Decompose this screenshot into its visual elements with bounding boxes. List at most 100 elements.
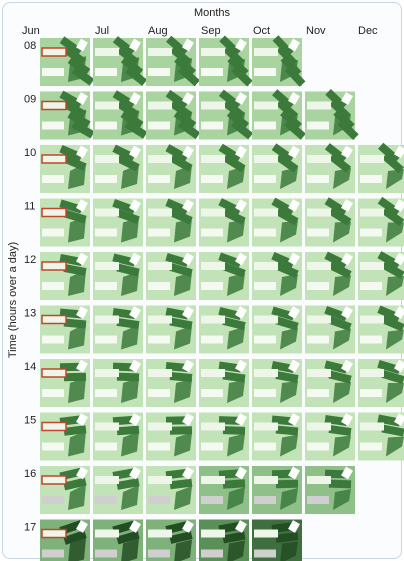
building: [201, 476, 225, 484]
thumbnail: [199, 359, 249, 407]
thumbnail: [93, 36, 147, 86]
building: [42, 316, 66, 324]
hour-label: 13: [24, 307, 36, 319]
building: [307, 389, 329, 397]
month-label: Sep: [201, 25, 221, 37]
building: [95, 102, 119, 110]
building: [95, 369, 119, 377]
building: [307, 122, 329, 130]
building: [254, 443, 276, 451]
building: [42, 369, 66, 377]
thumbnail: [40, 199, 90, 247]
month-label: Dec: [358, 25, 378, 37]
building: [254, 282, 276, 290]
building: [148, 369, 172, 377]
thumbnail: [40, 466, 90, 514]
building: [42, 102, 66, 110]
building: [254, 229, 276, 237]
thumbnail: [199, 90, 253, 140]
hour-label: 11: [24, 200, 35, 212]
thumbnail: [199, 306, 249, 354]
building: [254, 122, 276, 130]
building: [42, 48, 66, 56]
building: [201, 336, 223, 344]
thumbnail: [93, 199, 143, 247]
building: [42, 68, 64, 76]
building: [360, 389, 382, 397]
building: [95, 389, 117, 397]
building: [42, 443, 64, 451]
building: [148, 389, 170, 397]
building: [148, 122, 170, 130]
shadow: [329, 480, 351, 489]
building: [360, 369, 384, 377]
thumbnail: [199, 520, 249, 561]
thumbnail: [146, 413, 196, 461]
building: [42, 336, 64, 344]
building: [254, 336, 276, 344]
building: [360, 209, 384, 217]
building: [201, 443, 223, 451]
thumbnail: [358, 197, 404, 247]
thumbnail: [252, 520, 302, 561]
thumbnail: [40, 145, 90, 193]
building: [254, 423, 278, 431]
thumbnail: [146, 36, 200, 86]
thumbnail: [199, 198, 249, 246]
building: [95, 443, 117, 451]
building: [42, 389, 64, 397]
thumbnail: [305, 89, 359, 140]
thumbnail: [93, 359, 143, 407]
building: [201, 102, 225, 110]
thumbnail: [252, 359, 302, 407]
thumbnail: [40, 36, 94, 86]
building: [95, 68, 117, 76]
building: [360, 443, 382, 451]
page: Months Time (hours over a day) JunJulAug…: [0, 0, 404, 561]
hour-label: 16: [24, 468, 36, 480]
building: [360, 282, 382, 290]
building: [201, 229, 223, 237]
month-label: Nov: [306, 25, 326, 37]
thumbnail: [252, 35, 305, 87]
building: [201, 68, 223, 76]
building: [148, 68, 170, 76]
building: [95, 336, 117, 344]
hour-label: 10: [24, 147, 36, 159]
building: [95, 209, 119, 217]
building: [148, 336, 170, 344]
building: [42, 229, 64, 237]
building: [95, 175, 117, 183]
thumbnail: [199, 35, 253, 86]
thumbnail: [252, 89, 306, 139]
building: [148, 155, 172, 163]
building: [95, 496, 117, 504]
month-label: Jul: [95, 25, 109, 37]
building: [42, 423, 66, 431]
building: [148, 496, 170, 504]
month-label: Jun: [22, 25, 40, 37]
building: [360, 316, 384, 324]
building: [42, 262, 66, 270]
hour-label: 17: [24, 521, 36, 533]
building: [201, 316, 225, 324]
thumbnail: [252, 413, 302, 461]
building: [148, 175, 170, 183]
building: [360, 423, 384, 431]
thumbnail: [358, 359, 404, 407]
thumbnail: [146, 466, 196, 514]
thumbnail: [93, 466, 143, 514]
thumbnail: [40, 413, 90, 461]
building: [254, 175, 276, 183]
thumbnail: [40, 520, 90, 561]
thumbnail: [40, 252, 90, 300]
building: [201, 48, 225, 56]
building: [307, 443, 329, 451]
building: [42, 122, 64, 130]
thumbnail: [358, 143, 404, 193]
thumbnail: [93, 252, 143, 300]
building: [201, 122, 223, 130]
building: [95, 530, 119, 538]
building: [42, 155, 66, 163]
thumbnail: [252, 466, 302, 514]
